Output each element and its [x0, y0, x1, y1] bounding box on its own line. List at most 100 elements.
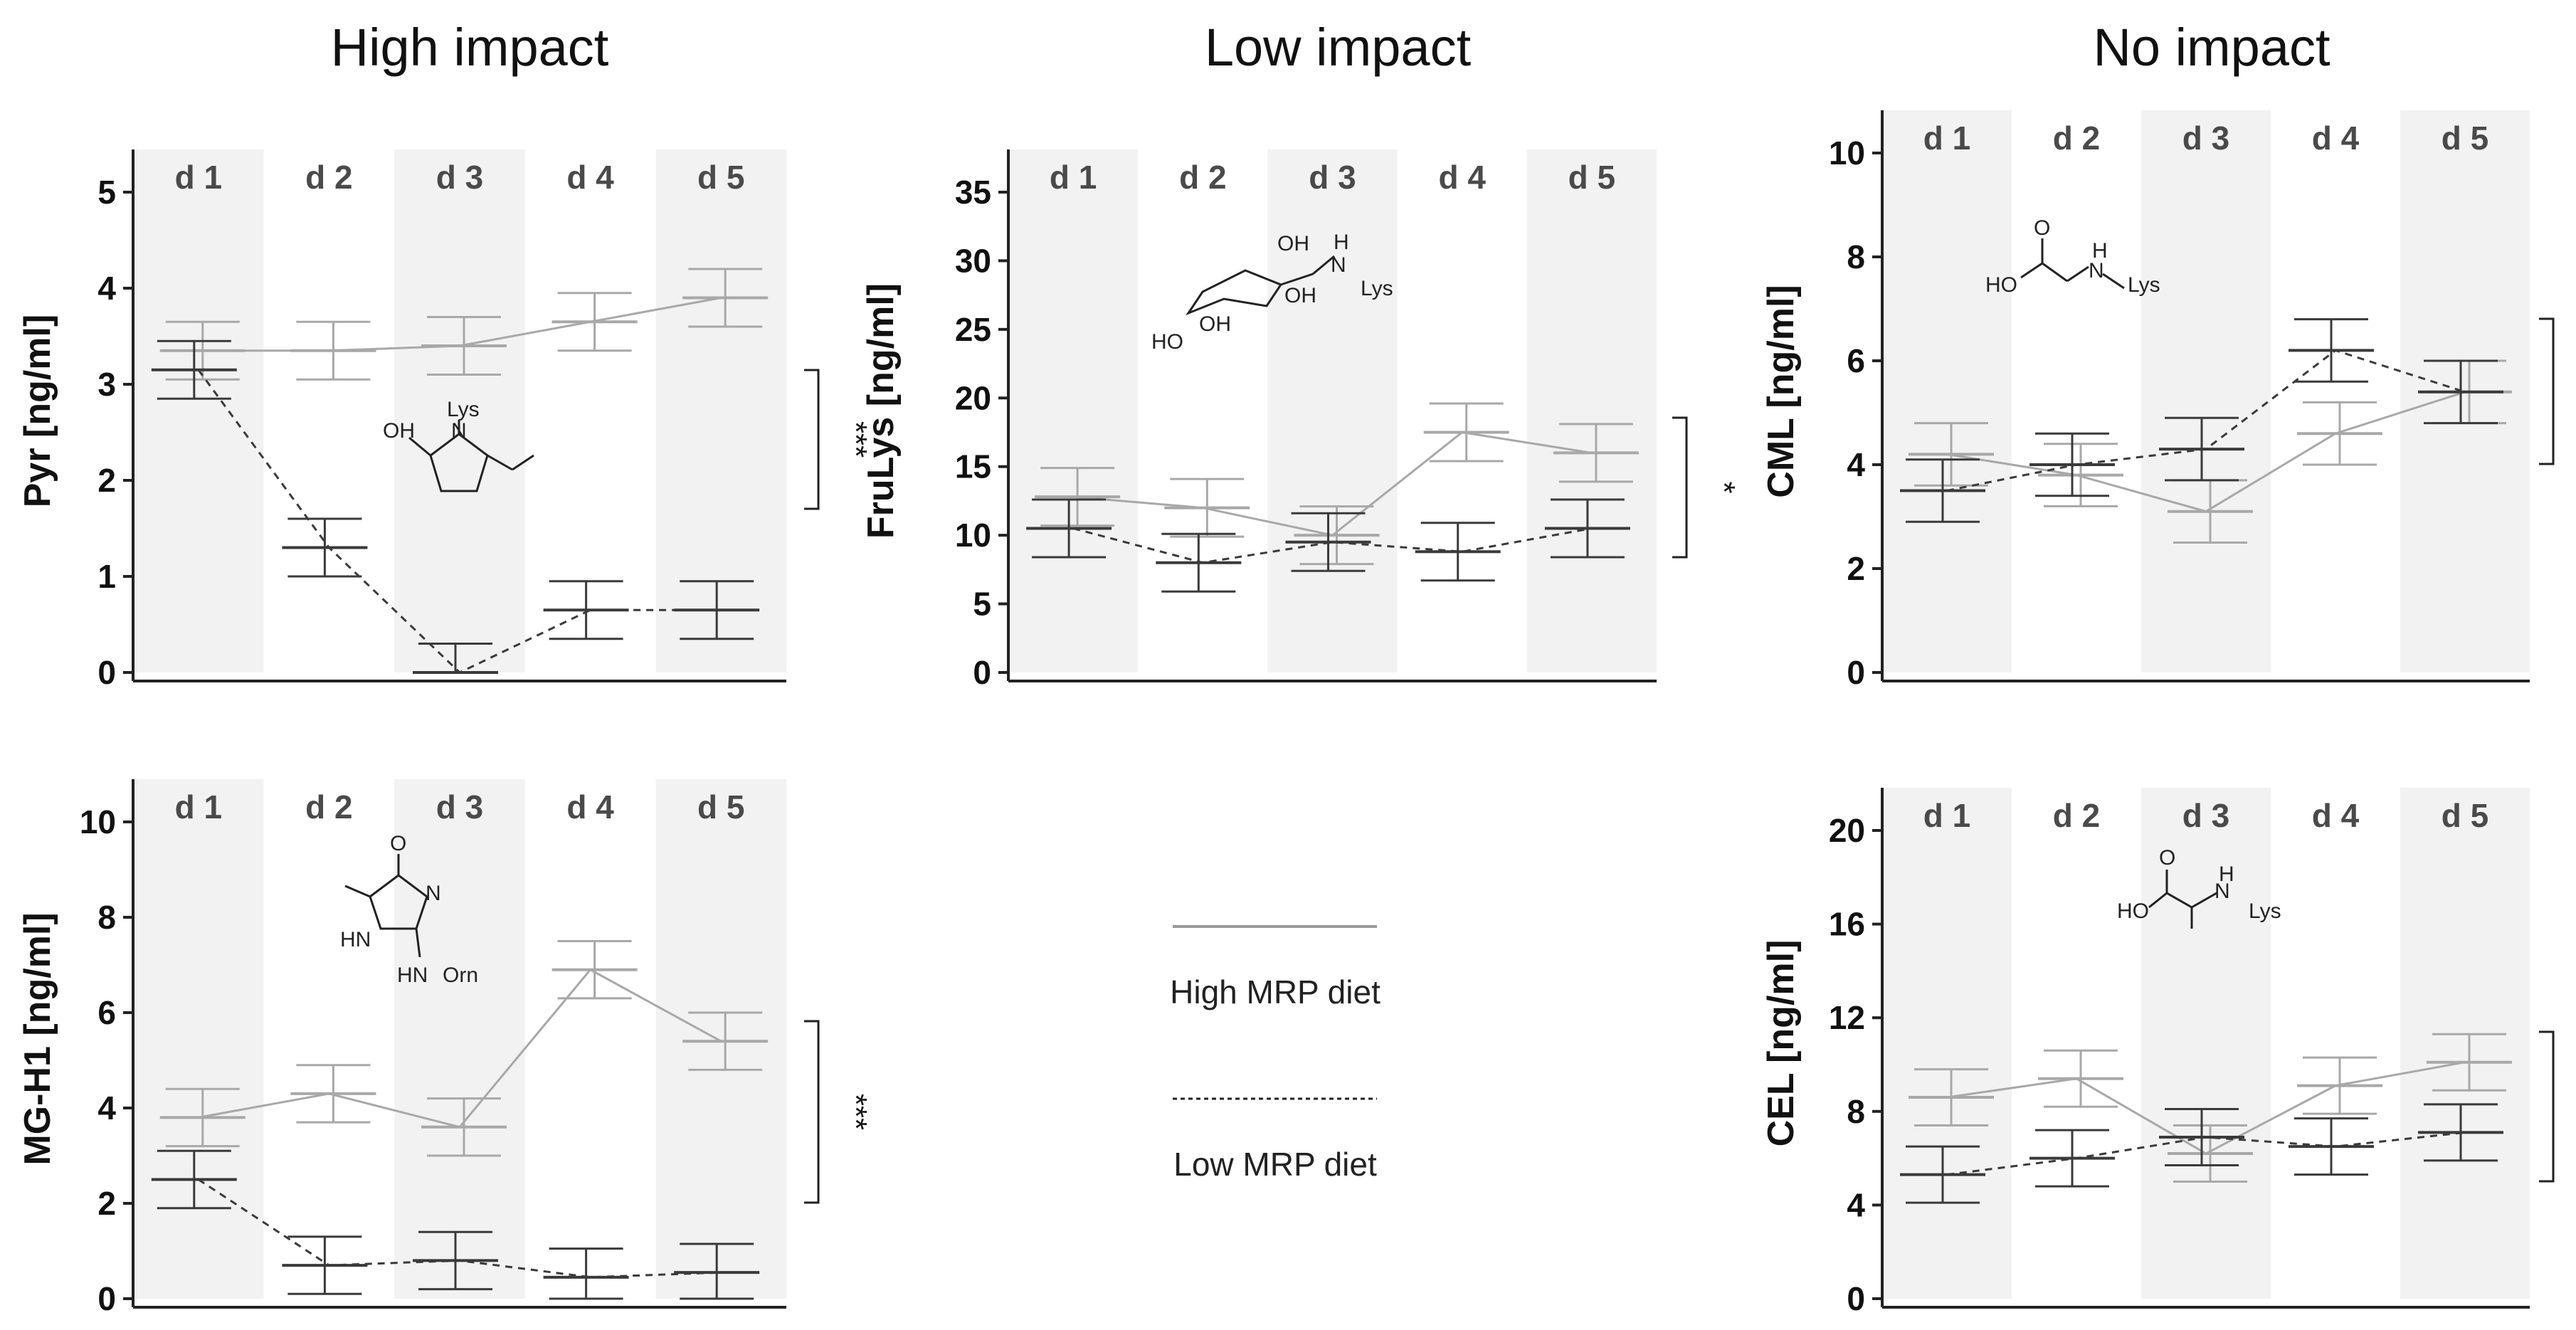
- frulys-sig-bracket: [1672, 416, 1688, 559]
- cel-day-label: d 5: [2442, 797, 2488, 834]
- pyr-ytick-label: 5: [97, 174, 116, 211]
- frulys-ring: [1186, 269, 1283, 316]
- chart-frulys: 0 5 10 15 20 25 30 35 FruLys [ng/ml] d 1 d 2 d 3 d 4…: [860, 149, 1741, 691]
- mgh1-ytick-label: 0: [97, 1280, 116, 1317]
- mgh1-ytick-label: 2: [97, 1185, 116, 1222]
- pyr-ytick-label: 2: [97, 462, 116, 499]
- mgh1-sig-label: ***: [838, 1094, 873, 1130]
- cel-series-high: [1946, 1061, 2466, 1155]
- frulys-ytick-label: 35: [955, 174, 991, 211]
- pyr-ytick-label: 4: [97, 270, 116, 307]
- mgh1-day-label: d 3: [436, 788, 483, 825]
- pyr-sig-label: ***: [838, 421, 873, 458]
- cel-mol-lys: Lys: [2249, 899, 2281, 923]
- mgh1-day-label: d 1: [175, 788, 222, 825]
- cml-sig-label: n.s.: [2573, 366, 2576, 417]
- cml-mol-h: H: [2092, 239, 2108, 263]
- cel-bond-1: [2148, 892, 2168, 909]
- pyr-series-low: [197, 369, 722, 674]
- mgh1-series-high: [198, 968, 722, 1129]
- pyr-day-label: d 3: [436, 159, 483, 196]
- mgh1-mol-hn2: HN: [397, 964, 428, 987]
- frulys-ytick-label: 30: [955, 242, 991, 279]
- frulys-mol-h: H: [1334, 231, 1349, 254]
- cml-bond-1: [2020, 262, 2043, 279]
- frulys-sig-label: *: [1706, 481, 1741, 493]
- cml-ytick-label: 0: [1847, 654, 1865, 691]
- cml-day-label: d 4: [2312, 120, 2360, 157]
- frulys-mol-n: N: [1331, 253, 1346, 277]
- pyrraline-ring: [429, 433, 489, 492]
- pyr-band: [655, 149, 786, 672]
- cml-day-label: d 5: [2442, 120, 2488, 157]
- molecule-mgh1: [344, 854, 428, 958]
- cml-ytick-label: 2: [1847, 550, 1865, 587]
- cel-ytick-label: 12: [1829, 999, 1865, 1036]
- mgh1-bond-1: [344, 885, 371, 898]
- mgh1-bond-3: [415, 928, 421, 958]
- cml-series-high: [1946, 391, 2466, 513]
- cel-bond-3: [2166, 892, 2192, 909]
- frulys-day-label: d 1: [1050, 159, 1097, 196]
- cml-ytick-label: 4: [1847, 446, 1865, 483]
- frulys-day-label: d 2: [1179, 159, 1226, 196]
- pyr-ytick-label: 0: [97, 654, 116, 691]
- mgh1-ylabel: MG-H1 [ng/ml]: [17, 912, 58, 1165]
- pyr-band: [133, 149, 264, 672]
- cel-ytick-label: 8: [1847, 1093, 1865, 1130]
- mgh1-band: [394, 779, 525, 1299]
- cel-ytick-label: 4: [1847, 1186, 1865, 1223]
- cel-sig-label: n.s.: [2573, 1082, 2576, 1132]
- cml-day-label: d 3: [2182, 120, 2229, 157]
- cml-labels: O HO H N Lys: [1985, 216, 2160, 297]
- mgh1-labels: O N HN HN Orn: [340, 832, 478, 987]
- cel-mol-ho: HO: [2117, 899, 2149, 923]
- cml-ytick-label: 6: [1847, 342, 1865, 379]
- cel-labels: O HO H N Lys: [2117, 846, 2281, 923]
- pyr-series-high: [198, 297, 722, 352]
- mgh1-mol-hn: HN: [340, 928, 371, 951]
- pyr-day-label: d 4: [566, 159, 614, 196]
- frulys-bond-1: [1280, 273, 1314, 286]
- frulys-band: [1526, 149, 1657, 672]
- frulys-ylabel: FruLys [ng/ml]: [860, 283, 902, 539]
- cel-ytick-label: 16: [1829, 906, 1865, 943]
- cml-bond-3: [2042, 262, 2068, 283]
- legend-high-label: High MRP diet: [1170, 973, 1381, 1010]
- molecule-cel: [2148, 870, 2217, 929]
- pyr-ylabel: Pyr [ng/ml]: [17, 315, 58, 508]
- mgh1-day-label: d 5: [697, 788, 744, 825]
- mgh1-ytick-label: 6: [97, 994, 116, 1031]
- frulys-ytick-label: 15: [955, 448, 991, 485]
- frulys-mol-oh3: OH: [1284, 284, 1316, 307]
- cel-mol-n: N: [2215, 880, 2230, 903]
- cel-band: [2400, 788, 2530, 1299]
- pyr-ytick-label: 1: [97, 558, 116, 595]
- pyr-band: [394, 149, 525, 672]
- legend: High MRP diet Low MRP diet: [1170, 925, 1381, 1183]
- cml-mol-lys: Lys: [2128, 273, 2160, 297]
- frulys-ytick-label: 25: [955, 311, 991, 348]
- frulys-ytick-label: 20: [955, 379, 991, 416]
- molecule-fructoselysine: [1186, 255, 1335, 316]
- cel-mol-o: O: [2159, 846, 2175, 870]
- frulys-ytick-label: 0: [973, 654, 991, 691]
- cml-mol-ho: HO: [1985, 273, 2017, 297]
- molecule-cml: [2020, 238, 2125, 290]
- frulys-day-label: d 3: [1309, 159, 1356, 196]
- cel-day-label: d 1: [1923, 797, 1970, 834]
- mgh1-ytick-label: 4: [97, 1089, 116, 1126]
- frulys-day-label: d 4: [1438, 159, 1486, 196]
- cml-day-label: d 1: [1923, 120, 1970, 157]
- cel-sig-bracket: [2539, 1030, 2555, 1183]
- mgh1-band: [133, 779, 264, 1299]
- cel-mol-h: H: [2219, 862, 2234, 886]
- frulys-mol-ho: HO: [1151, 330, 1183, 354]
- cml-mol-n: N: [2089, 259, 2104, 283]
- mgh1-ytick-label: 8: [97, 899, 116, 936]
- cml-ytick-label: 10: [1829, 134, 1865, 171]
- pyrraline-bond-3: [512, 454, 534, 471]
- frulys-mol-oh1: OH: [1277, 232, 1309, 255]
- mgh1-mol-orn: Orn: [443, 964, 478, 987]
